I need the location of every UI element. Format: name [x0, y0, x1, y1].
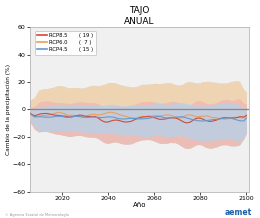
Y-axis label: Cambio de la precipitación (%): Cambio de la precipitación (%) — [5, 64, 11, 155]
X-axis label: Año: Año — [133, 202, 146, 208]
Title: TAJO
ANUAL: TAJO ANUAL — [124, 5, 154, 26]
Text: © Agencia Estatal de Meteorología: © Agencia Estatal de Meteorología — [5, 213, 69, 217]
Legend: RCP8.5       ( 19 ), RCP6.0       (  7 ), RCP4.5       ( 15 ): RCP8.5 ( 19 ), RCP6.0 ( 7 ), RCP4.5 ( 15… — [35, 31, 96, 54]
Text: aemet: aemet — [225, 208, 252, 217]
